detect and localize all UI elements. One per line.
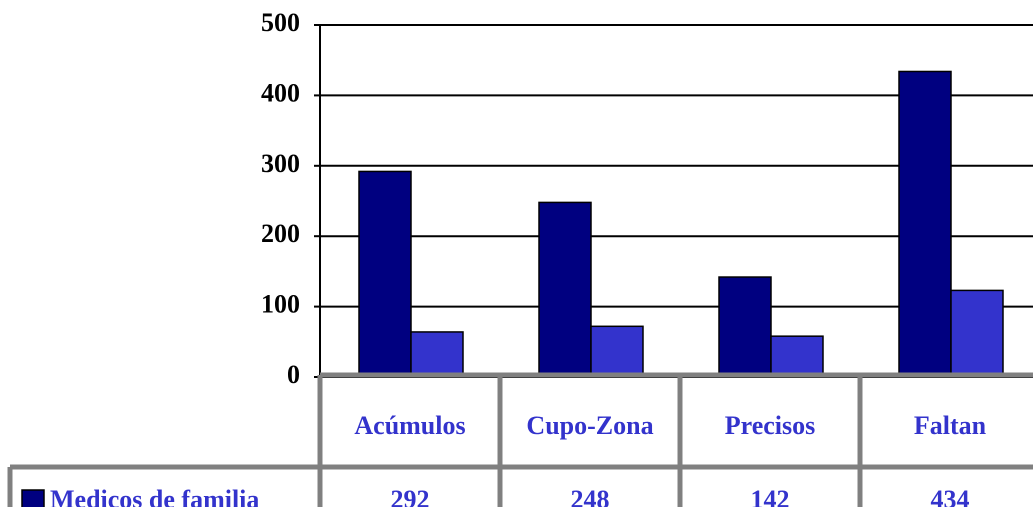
y-tick-label: 300 [261, 149, 300, 178]
y-tick-label: 500 [261, 8, 300, 37]
bar [898, 70, 952, 378]
table-value: 248 [571, 485, 610, 507]
bar [718, 276, 772, 378]
y-tick-label: 400 [261, 78, 300, 107]
table-value: 142 [751, 485, 790, 507]
x-tick-label: Faltan [914, 411, 987, 440]
y-tick-label: 100 [261, 290, 300, 319]
bar [410, 331, 464, 378]
y-tick-label: 0 [287, 360, 300, 389]
x-tick-label: Cupo-Zona [526, 411, 653, 440]
bar [950, 289, 1004, 378]
legend-label: Medicos de familia [50, 485, 259, 507]
x-tick-label: Acúmulos [354, 411, 465, 440]
bar [590, 325, 644, 378]
bar [358, 170, 412, 378]
y-tick-label: 200 [261, 219, 300, 248]
bar [538, 201, 592, 378]
x-tick-label: Precisos [725, 411, 816, 440]
table-value: 292 [391, 485, 430, 507]
table-value: 434 [931, 485, 970, 507]
bar [770, 335, 824, 378]
legend-key [21, 489, 45, 507]
